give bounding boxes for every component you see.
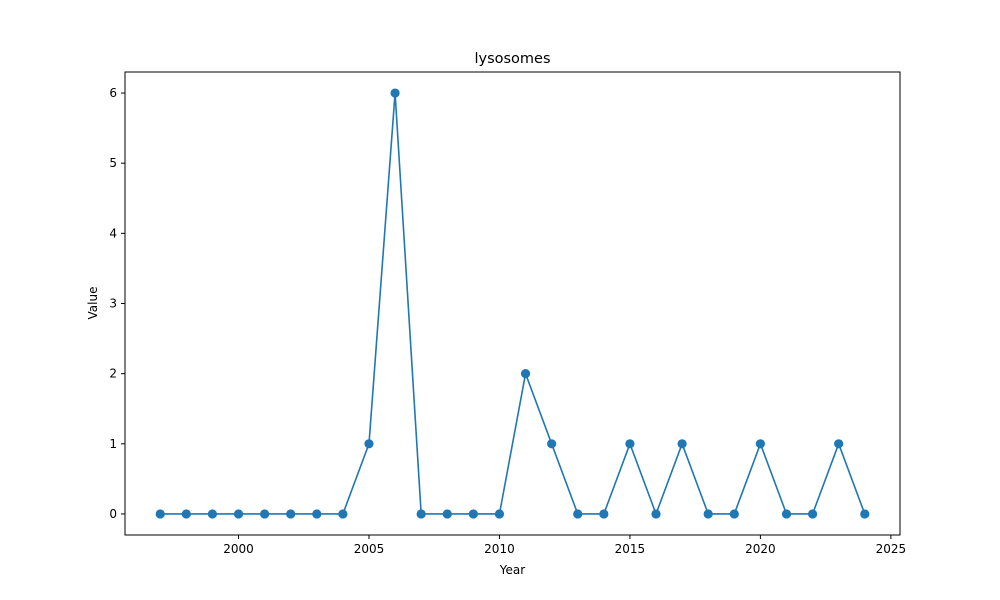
data-point xyxy=(755,439,765,449)
data-point xyxy=(703,509,713,519)
data-point xyxy=(390,88,400,98)
x-tick-label: 2005 xyxy=(354,542,385,556)
x-tick-label: 2015 xyxy=(615,542,646,556)
data-point xyxy=(260,509,270,519)
data-point xyxy=(286,509,296,519)
chart-title: lysosomes xyxy=(474,51,550,67)
y-tick-label: 3 xyxy=(109,297,117,311)
x-axis-ticks: 2000 2005 2010 2015 2020 2025 xyxy=(223,535,906,556)
data-point xyxy=(860,509,870,519)
x-tick-label: 2020 xyxy=(745,542,776,556)
x-tick-label: 2010 xyxy=(484,542,515,556)
data-point xyxy=(599,509,609,519)
y-tick-label: 5 xyxy=(109,156,117,170)
data-point xyxy=(364,439,374,449)
plot-area-frame xyxy=(124,71,901,536)
data-point xyxy=(547,439,557,449)
data-point xyxy=(494,509,505,519)
data-point xyxy=(651,509,661,519)
series-line xyxy=(160,92,866,515)
data-point xyxy=(442,509,452,519)
series-group xyxy=(155,88,870,519)
data-point xyxy=(677,439,687,449)
y-axis-label: Value xyxy=(86,287,100,320)
data-point xyxy=(625,439,635,449)
data-point xyxy=(573,509,583,519)
data-point xyxy=(468,509,478,519)
data-point xyxy=(807,509,818,519)
data-point xyxy=(520,369,531,379)
data-point xyxy=(338,509,348,519)
data-point xyxy=(834,439,844,449)
x-axis-label: Year xyxy=(499,563,525,577)
data-point xyxy=(312,509,322,519)
y-tick-label: 0 xyxy=(109,507,117,521)
data-point xyxy=(207,509,218,519)
data-point xyxy=(155,509,165,519)
data-point xyxy=(416,509,426,519)
y-tick-label: 4 xyxy=(109,226,117,240)
x-tick-label: 2025 xyxy=(876,542,907,556)
y-tick-label: 1 xyxy=(109,437,117,451)
y-tick-label: 2 xyxy=(109,367,117,381)
data-point xyxy=(781,509,792,519)
data-point xyxy=(181,509,191,519)
y-axis-ticks: 0 1 2 3 4 5 6 xyxy=(109,86,125,521)
y-tick-label: 6 xyxy=(109,86,117,100)
data-point xyxy=(729,509,739,519)
data-point xyxy=(233,509,244,519)
x-tick-label: 2000 xyxy=(223,542,254,556)
